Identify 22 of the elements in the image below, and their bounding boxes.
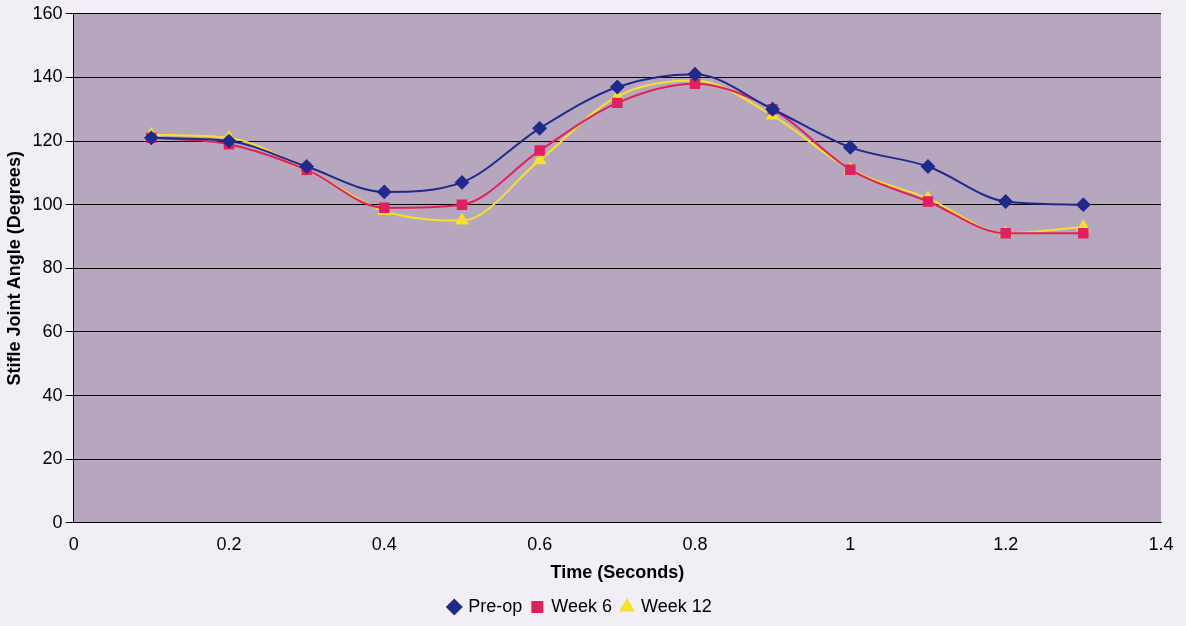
y-tick-label: 20 (42, 448, 63, 469)
legend-label: Week 12 (641, 595, 712, 616)
y-tick-label: 40 (42, 384, 63, 405)
y-tick-label: 160 (32, 2, 63, 23)
x-tick-label: 0.6 (527, 533, 553, 554)
y-axis-title: Stifle Joint Angle (Degrees) (3, 151, 24, 386)
y-tick-label: 140 (32, 66, 63, 87)
y-tick-label: 0 (52, 511, 63, 532)
y-tick-label: 100 (32, 193, 63, 214)
y-tick-label: 80 (42, 257, 63, 278)
y-tick-label: 120 (32, 130, 63, 151)
x-tick-label: 0.8 (682, 533, 708, 554)
x-tick-label: 1.4 (1148, 533, 1174, 554)
x-axis-title: Time (Seconds) (550, 562, 685, 583)
legend-label: Pre-op (468, 595, 523, 616)
x-tick-label: 0.4 (371, 533, 397, 554)
y-tick-label: 60 (42, 320, 63, 341)
legend-label: Week 6 (551, 595, 613, 616)
x-tick-label: 0.2 (216, 533, 242, 554)
x-tick-label: 1.2 (993, 533, 1019, 554)
x-tick-label: 1 (845, 533, 856, 554)
x-tick-label: 0 (68, 533, 79, 554)
